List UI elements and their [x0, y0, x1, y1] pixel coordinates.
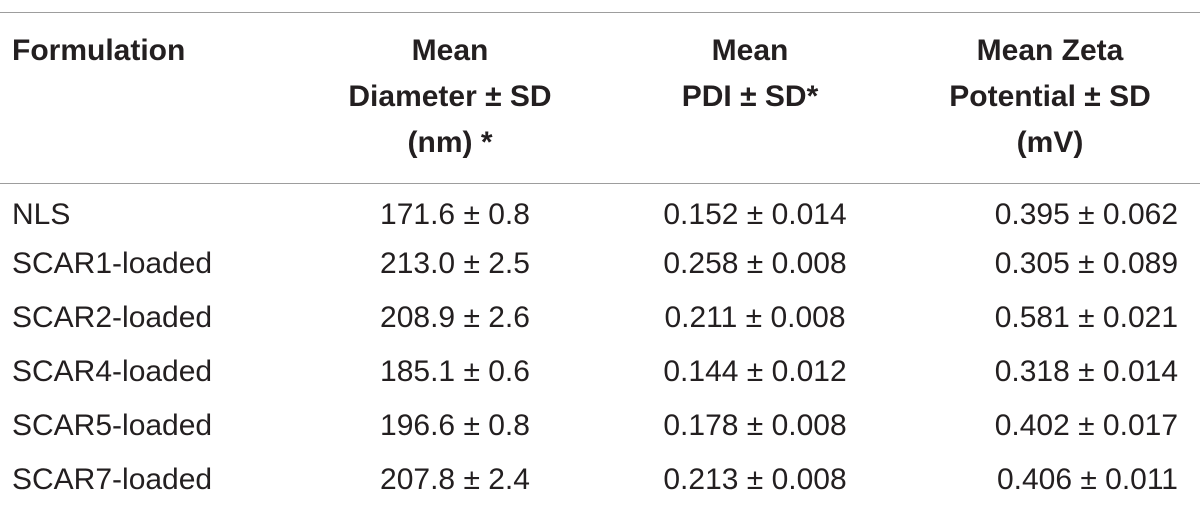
- cell-pdi: 0.211 ± 0.008: [664, 301, 846, 334]
- cell-pdi: 0.258 ± 0.008: [663, 247, 847, 280]
- cell-formulation: NLS: [12, 198, 71, 231]
- header-mean-zeta-potential: Mean Zeta Potential ± SD (mV): [949, 34, 1151, 159]
- cell-formulation: SCAR1-loaded: [12, 247, 213, 280]
- cell-formulation: SCAR7-loaded: [12, 463, 213, 496]
- cell-zeta: 0.581 ± 0.021: [994, 301, 1178, 334]
- header-rule: [0, 183, 1200, 184]
- cell-formulation: SCAR4-loaded: [12, 355, 213, 388]
- cell-diameter: 196.6 ± 0.8: [380, 409, 530, 442]
- cell-diameter: 185.1 ± 0.6: [380, 355, 530, 388]
- cell-zeta: 0.318 ± 0.014: [994, 355, 1178, 388]
- header-mean-diameter: Mean Diameter ± SD (nm) *: [348, 34, 552, 159]
- table-body: NLS 171.6 ± 0.8 0.152 ± 0.014 0.395 ± 0.…: [0, 183, 1200, 507]
- top-rule: [0, 12, 1200, 13]
- table-row: SCAR5-loaded 196.6 ± 0.8 0.178 ± 0.008 0…: [0, 399, 1200, 453]
- header-mean-pdi: Mean PDI ± SD*: [681, 34, 819, 113]
- cell-zeta: 0.395 ± 0.062: [994, 198, 1178, 231]
- cell-zeta: 0.402 ± 0.017: [994, 409, 1178, 442]
- cell-pdi: 0.152 ± 0.014: [663, 198, 847, 231]
- cell-zeta: 0.305 ± 0.089: [994, 247, 1178, 280]
- header-row: Formulation Mean Diameter ± SD (nm) * Me…: [0, 13, 1200, 183]
- table-header: Formulation Mean Diameter ± SD (nm) * Me…: [0, 13, 1200, 183]
- cell-diameter: 208.9 ± 2.6: [380, 301, 530, 334]
- cell-formulation: SCAR2-loaded: [12, 301, 213, 334]
- table-row: NLS 171.6 ± 0.8 0.152 ± 0.014 0.395 ± 0.…: [0, 183, 1200, 237]
- data-table: Formulation Mean Diameter ± SD (nm) * Me…: [0, 13, 1200, 507]
- table-row: SCAR4-loaded 185.1 ± 0.6 0.144 ± 0.012 0…: [0, 345, 1200, 399]
- table-row: SCAR1-loaded 213.0 ± 2.5 0.258 ± 0.008 0…: [0, 237, 1200, 291]
- cell-pdi: 0.178 ± 0.008: [663, 409, 847, 442]
- table-row: SCAR7-loaded 207.8 ± 2.4 0.213 ± 0.008 0…: [0, 453, 1200, 507]
- cell-zeta: 0.406 ± 0.011: [996, 463, 1178, 496]
- cell-pdi: 0.213 ± 0.008: [663, 463, 847, 496]
- header-formulation: Formulation: [12, 34, 186, 67]
- cell-pdi: 0.144 ± 0.012: [663, 355, 847, 388]
- cell-diameter: 207.8 ± 2.4: [380, 463, 530, 496]
- cell-diameter: 171.6 ± 0.8: [380, 198, 530, 231]
- cell-diameter: 213.0 ± 2.5: [380, 247, 530, 280]
- table-row: SCAR2-loaded 208.9 ± 2.6 0.211 ± 0.008 0…: [0, 291, 1200, 345]
- cell-formulation: SCAR5-loaded: [12, 409, 213, 442]
